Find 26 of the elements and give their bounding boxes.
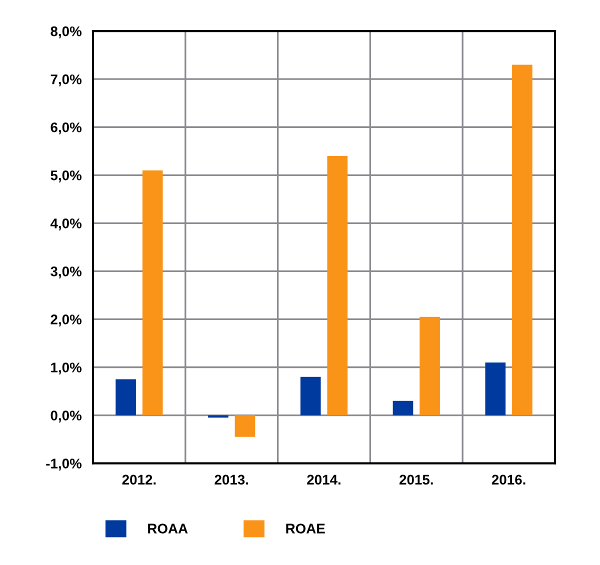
y-tick-label: 0,0% bbox=[50, 410, 82, 422]
bar bbox=[327, 156, 348, 416]
y-tick-label: 1,0% bbox=[51, 362, 82, 374]
y-tick-label: 2,0% bbox=[50, 314, 82, 326]
x-tick-label: 2015. bbox=[400, 474, 433, 485]
x-tick-label: 2016. bbox=[492, 474, 526, 485]
bar bbox=[512, 64, 532, 416]
bar bbox=[485, 362, 506, 416]
bar bbox=[142, 170, 163, 416]
bar bbox=[300, 376, 321, 416]
x-tick-label: 2012. bbox=[122, 474, 156, 485]
bar bbox=[420, 316, 440, 416]
y-tick-label: 8,0% bbox=[50, 26, 82, 38]
x-tick-label: 2014. bbox=[307, 474, 340, 485]
bar bbox=[392, 400, 414, 416]
x-tick-label: 2013. bbox=[214, 474, 248, 485]
y-tick-label: 7,0% bbox=[50, 74, 82, 86]
bar bbox=[116, 379, 136, 416]
legend-label: ROAE bbox=[286, 524, 325, 534]
y-tick-label: 6,0% bbox=[50, 122, 82, 134]
y-tick-label: 5,0% bbox=[50, 170, 82, 182]
bar bbox=[234, 415, 256, 437]
y-tick-label: 3,0% bbox=[50, 266, 82, 278]
y-tick-label: -1,0% bbox=[46, 458, 82, 470]
y-tick-label: 4,0% bbox=[50, 218, 82, 230]
legend-label: ROAA bbox=[148, 524, 188, 534]
